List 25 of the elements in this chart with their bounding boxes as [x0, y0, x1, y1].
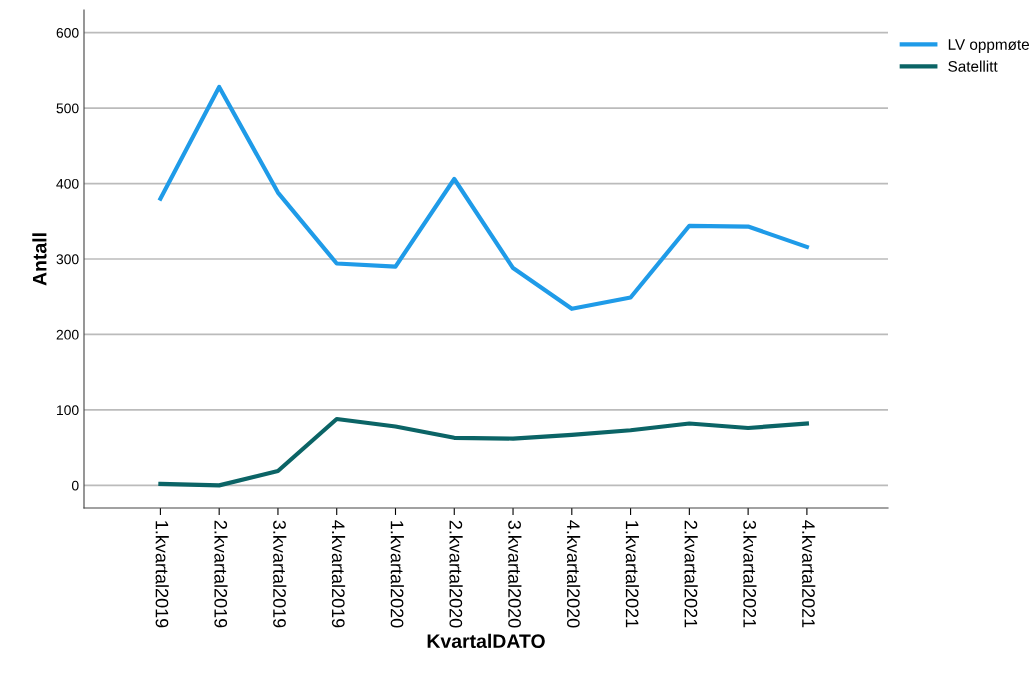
- x-tick-label: 2.kvartal2020: [449, 520, 463, 628]
- y-tick-label: 500: [56, 103, 79, 114]
- x-axis-title: KvartalDATO: [427, 633, 545, 649]
- x-tick-label: 2.kvartal2021: [684, 520, 698, 628]
- x-tick-label: 1.kvartal2021: [625, 521, 639, 628]
- y-tick-label: 0: [71, 480, 79, 491]
- line-series: [158, 84, 809, 311]
- x-tick-label: 4.kvartal2019: [331, 520, 346, 628]
- x-tick-label: 3.kvartal2020: [508, 520, 522, 628]
- y-tick-label: 600: [56, 27, 79, 38]
- x-tick-label: 1.kvartal2019: [155, 521, 169, 628]
- x-tick-label: 1.kvartal2020: [390, 521, 404, 628]
- x-tick-label: 2.kvartal2019: [214, 520, 228, 628]
- y-tick-label: 300: [56, 254, 79, 265]
- x-tick-label: 4.kvartal2021: [802, 520, 816, 628]
- legend-label: Satellitt: [948, 60, 998, 72]
- y-tick-label: 400: [56, 178, 79, 189]
- legend-label: LV oppmøte: [948, 39, 1029, 53]
- y-axis-title: Antall: [32, 233, 47, 286]
- y-tick-label: 200: [56, 329, 79, 340]
- x-tick-label: 3.kvartal2019: [273, 520, 287, 628]
- x-tick-label: 3.kvartal2021: [743, 520, 757, 628]
- y-tick-label: 100: [57, 405, 79, 416]
- line-series: [158, 416, 809, 488]
- x-tick-label: 4.kvartal2020: [566, 520, 581, 628]
